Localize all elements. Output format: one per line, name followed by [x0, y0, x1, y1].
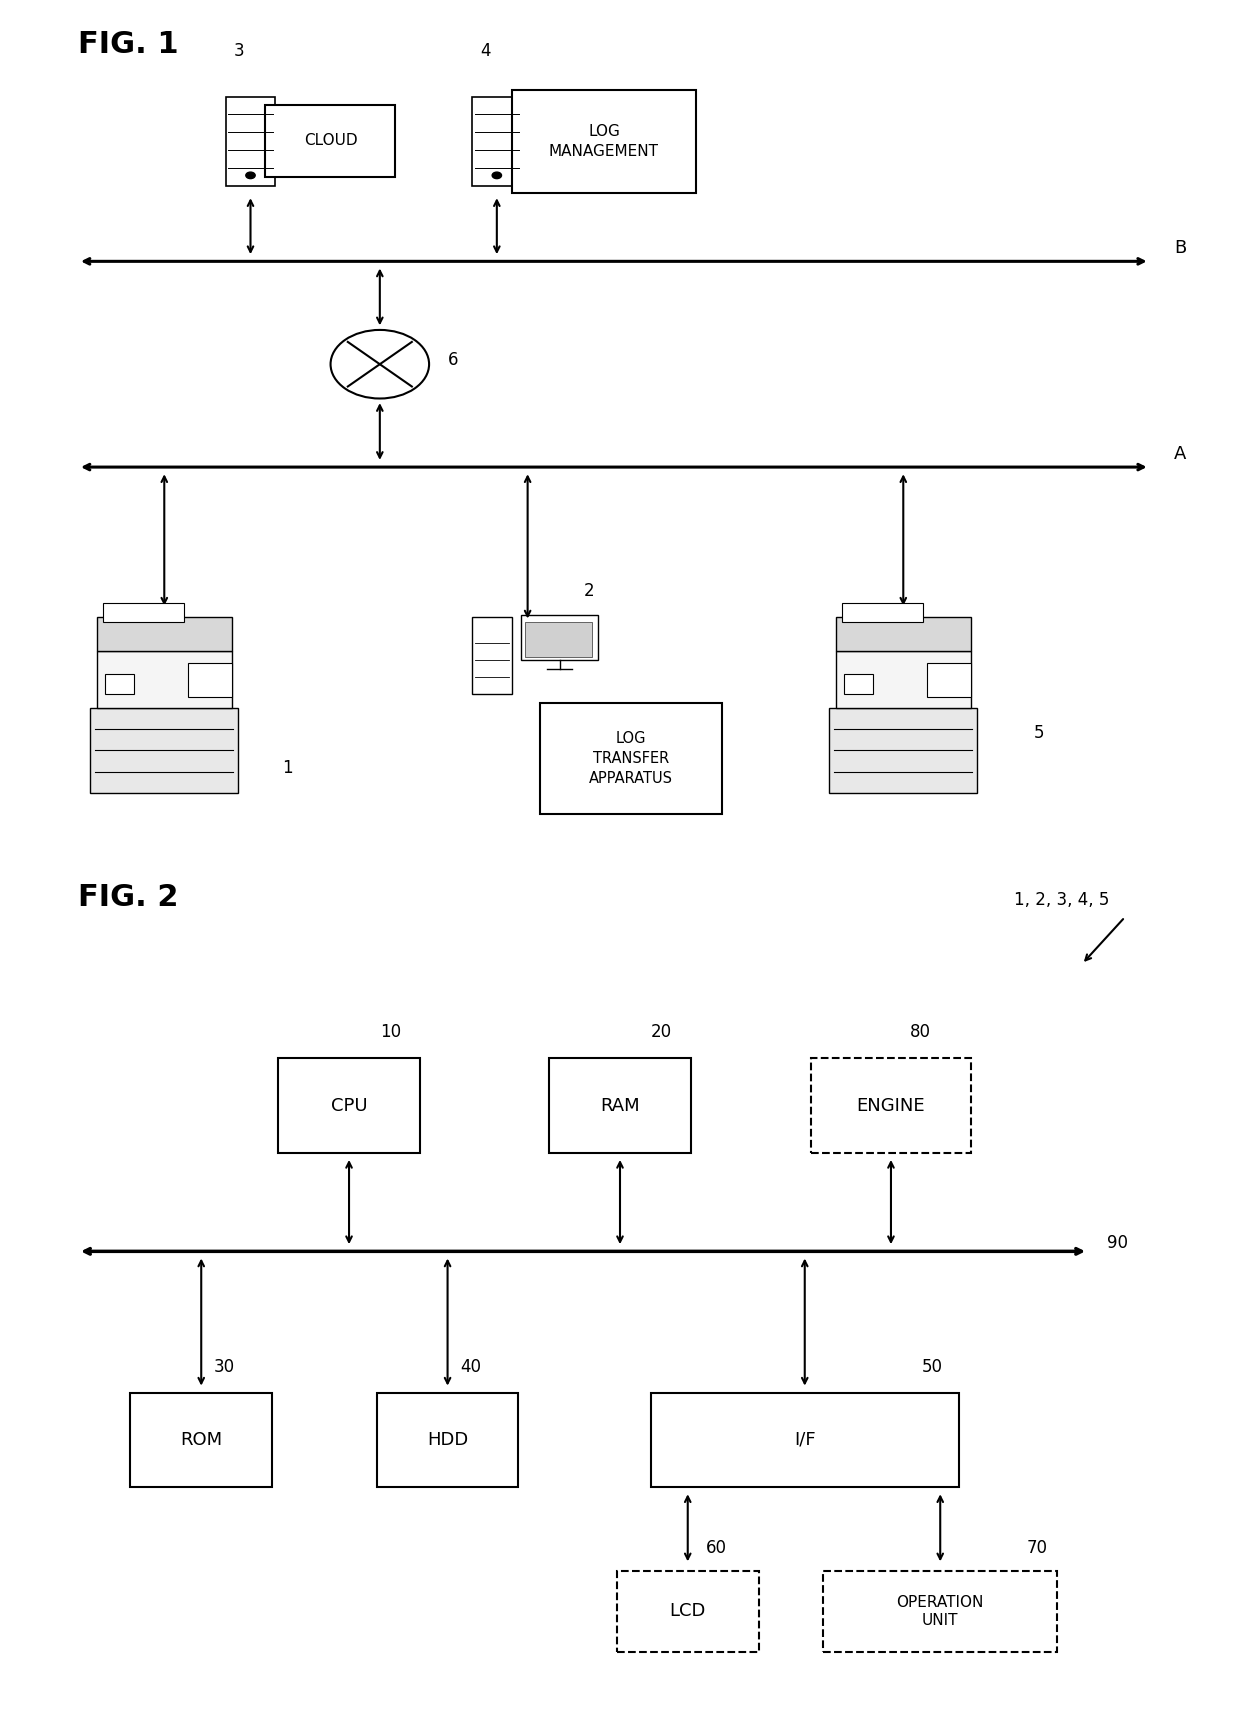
Text: CPU: CPU: [331, 1097, 367, 1114]
FancyBboxPatch shape: [651, 1392, 959, 1487]
Text: 3: 3: [233, 41, 244, 60]
Text: 2: 2: [584, 582, 594, 599]
Bar: [842, 603, 923, 622]
Text: HDD: HDD: [427, 1432, 469, 1449]
FancyBboxPatch shape: [130, 1392, 272, 1487]
FancyBboxPatch shape: [618, 1570, 759, 1653]
Text: CLOUD: CLOUD: [304, 133, 357, 149]
Bar: [522, 615, 598, 660]
Bar: [472, 617, 512, 694]
Text: 6: 6: [448, 351, 458, 370]
Bar: [187, 663, 232, 696]
Text: LCD: LCD: [670, 1603, 706, 1620]
Bar: [830, 708, 977, 793]
Text: 50: 50: [921, 1357, 942, 1376]
Bar: [926, 663, 971, 696]
Circle shape: [331, 330, 429, 399]
FancyBboxPatch shape: [278, 1059, 420, 1152]
Text: 10: 10: [379, 1024, 401, 1041]
Text: 30: 30: [213, 1357, 234, 1376]
Bar: [526, 622, 591, 656]
Text: LOG
MANAGEMENT: LOG MANAGEMENT: [549, 124, 658, 159]
Bar: [105, 674, 134, 694]
Text: 60: 60: [707, 1539, 727, 1558]
Text: LOG
TRANSFER
APPARATUS: LOG TRANSFER APPARATUS: [589, 731, 673, 786]
Text: B: B: [1174, 240, 1187, 257]
Circle shape: [246, 173, 255, 178]
Text: 90: 90: [1106, 1233, 1127, 1252]
Text: I/F: I/F: [794, 1432, 816, 1449]
Text: FIG. 2: FIG. 2: [78, 882, 179, 912]
Text: OPERATION
UNIT: OPERATION UNIT: [897, 1596, 983, 1627]
Bar: [844, 674, 873, 694]
Text: A: A: [1174, 446, 1187, 463]
Text: 40: 40: [460, 1357, 481, 1376]
Bar: [97, 651, 232, 708]
Circle shape: [492, 173, 501, 178]
Text: 70: 70: [1027, 1539, 1048, 1558]
FancyBboxPatch shape: [377, 1392, 518, 1487]
Bar: [836, 618, 971, 651]
Bar: [265, 105, 394, 178]
Text: RAM: RAM: [600, 1097, 640, 1114]
Text: 1: 1: [283, 758, 293, 777]
Bar: [512, 90, 697, 193]
Text: ROM: ROM: [180, 1432, 222, 1449]
Bar: [539, 703, 722, 813]
Text: 80: 80: [909, 1024, 930, 1041]
Text: 4: 4: [480, 41, 491, 60]
FancyBboxPatch shape: [823, 1570, 1058, 1653]
Bar: [472, 97, 521, 187]
Bar: [836, 651, 971, 708]
Bar: [97, 618, 232, 651]
FancyBboxPatch shape: [811, 1059, 971, 1152]
Text: FIG. 1: FIG. 1: [78, 29, 179, 59]
Text: 1, 2, 3, 4, 5: 1, 2, 3, 4, 5: [1014, 891, 1110, 910]
FancyBboxPatch shape: [549, 1059, 691, 1152]
Bar: [103, 603, 184, 622]
Bar: [91, 708, 238, 793]
Text: 20: 20: [651, 1024, 672, 1041]
Bar: [226, 97, 275, 187]
Text: ENGINE: ENGINE: [857, 1097, 925, 1114]
Text: 5: 5: [1033, 724, 1044, 743]
